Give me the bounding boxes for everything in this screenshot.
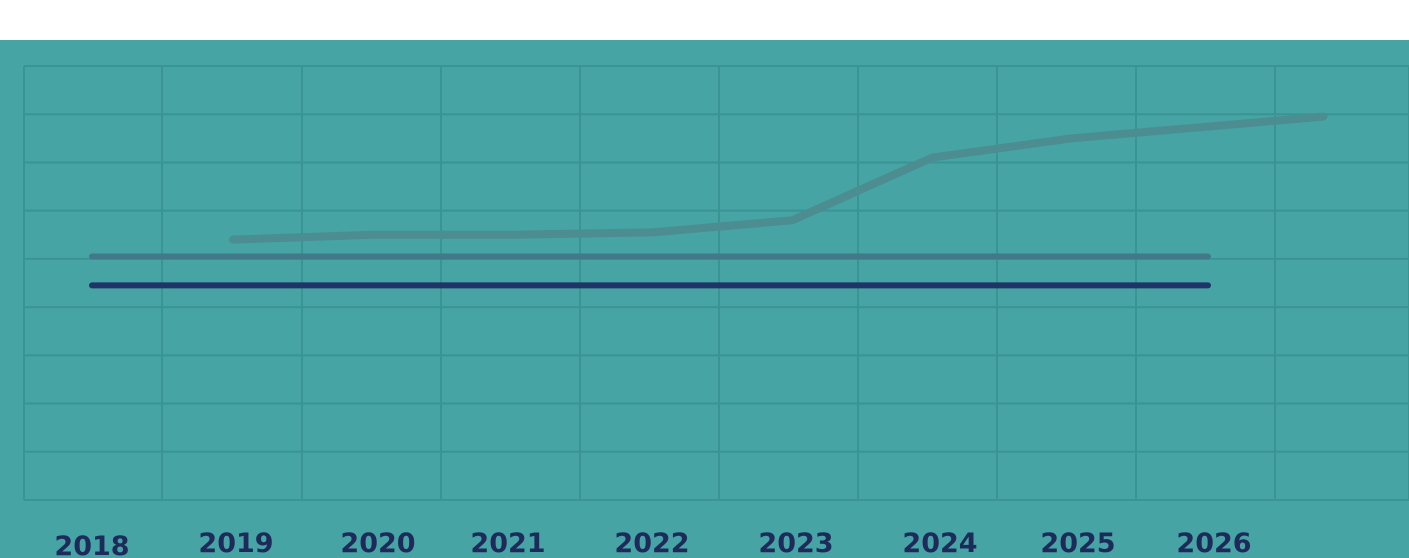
x-tick-label: 2025 — [1040, 528, 1115, 558]
line-chart: 2018 2019 2020 2021 2022 2023 2024 2025 2026 — [23, 65, 1409, 558]
x-tick-label: 2024 — [902, 528, 977, 558]
series-line-rising — [229, 112, 1328, 244]
series-lines — [89, 112, 1328, 289]
x-tick-label: 2019 — [198, 528, 273, 558]
x-tick-label: 2020 — [340, 528, 415, 558]
x-tick-label: 2023 — [758, 528, 833, 558]
x-tick-label: 2018 — [54, 531, 129, 558]
x-tick-label: 2022 — [614, 528, 689, 558]
x-tick-label: 2026 — [1176, 528, 1251, 558]
chart-panel: 2018 2019 2020 2021 2022 2023 2024 2025 2026 — [0, 40, 1409, 558]
x-axis-ticks: 2018 2019 2020 2021 2022 2023 2024 2025 2026 — [54, 528, 1251, 558]
x-tick-label: 2021 — [470, 528, 545, 558]
